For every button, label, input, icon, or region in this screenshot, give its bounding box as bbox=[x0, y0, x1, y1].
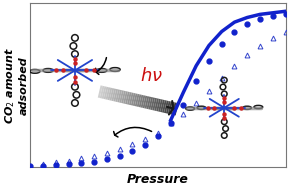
Text: $h\nu$: $h\nu$ bbox=[140, 67, 163, 85]
X-axis label: Pressure: Pressure bbox=[127, 173, 189, 186]
Y-axis label: CO$_2$ amount
adsorbed: CO$_2$ amount adsorbed bbox=[3, 47, 29, 124]
